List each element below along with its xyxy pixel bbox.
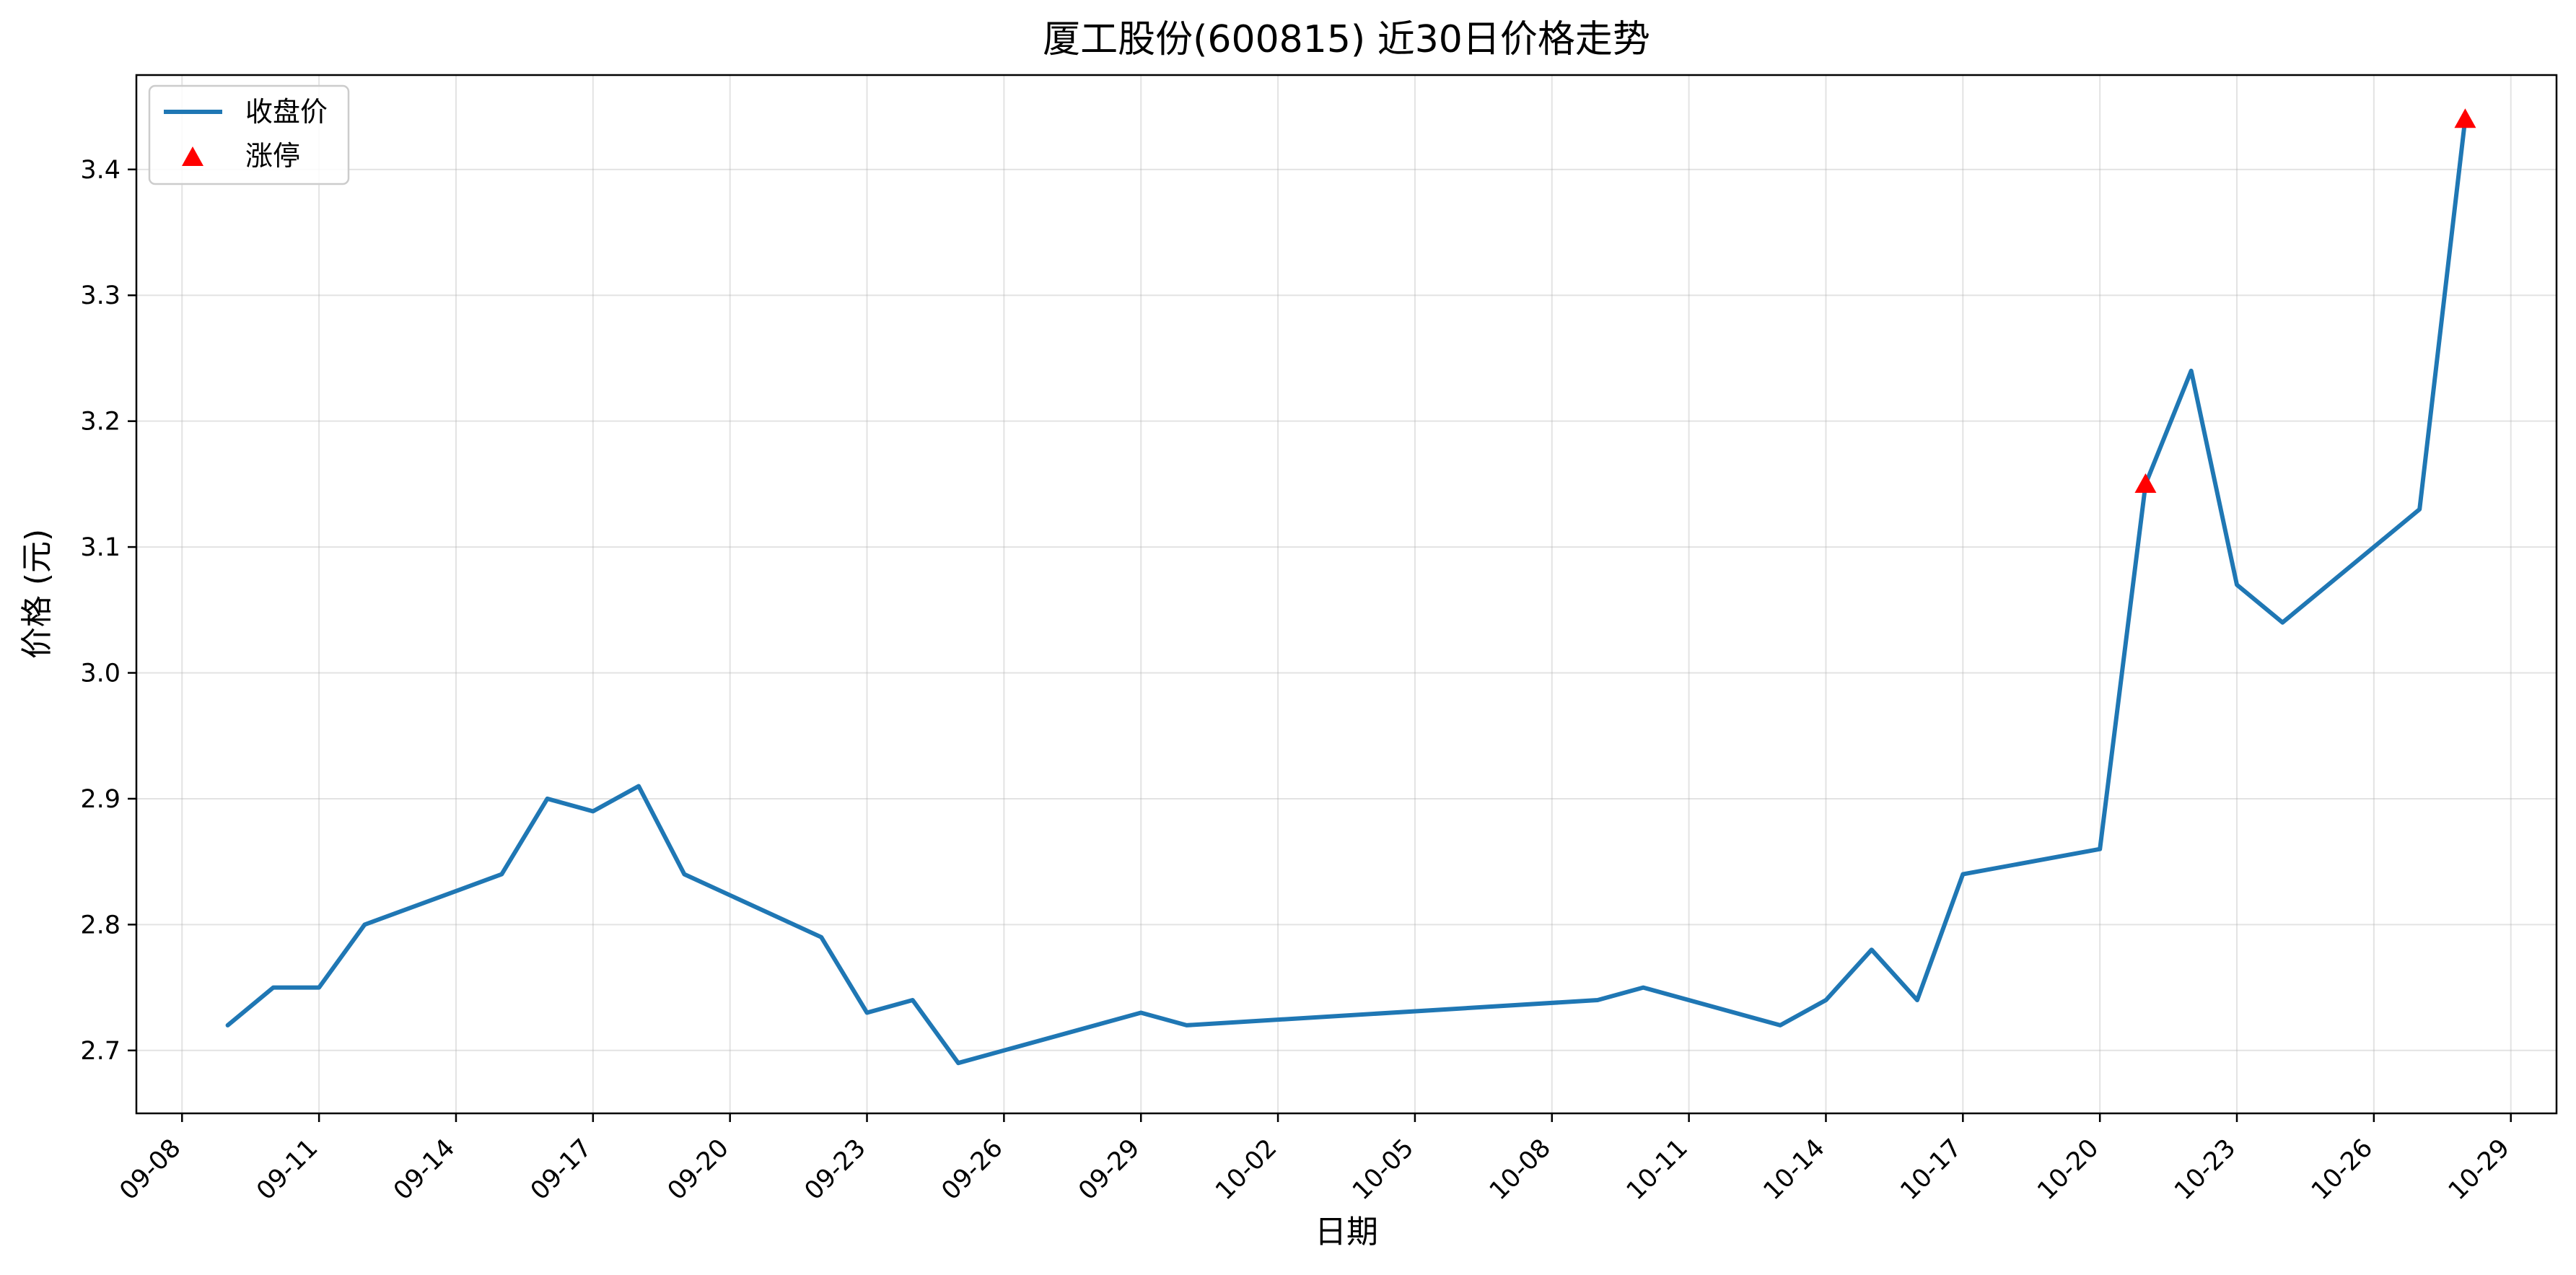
close-price-point bbox=[636, 784, 641, 788]
close-price-point bbox=[362, 922, 367, 926]
close-price-point bbox=[1139, 1010, 1143, 1015]
close-price-point bbox=[682, 872, 686, 877]
close-price-point bbox=[226, 1023, 230, 1028]
close-price-point bbox=[956, 1061, 960, 1065]
x-axis-label: 日期 bbox=[1315, 1214, 1378, 1250]
close-price-point bbox=[865, 1010, 869, 1015]
y-axis-label: 价格 (元) bbox=[19, 529, 56, 659]
close-price-point bbox=[1185, 1023, 1189, 1028]
grid-layer bbox=[136, 75, 2557, 1113]
close-price-line bbox=[225, 117, 2468, 1066]
y-tick-label: 3.2 bbox=[80, 408, 121, 437]
close-price-point bbox=[1870, 947, 1874, 952]
limit-up-marker bbox=[2454, 108, 2476, 128]
close-price-point bbox=[1595, 998, 1600, 1002]
y-tick-label: 3.0 bbox=[80, 660, 121, 688]
close-price-point bbox=[1778, 1023, 1782, 1028]
close-price-point bbox=[1961, 872, 1965, 877]
y-tick-label: 3.4 bbox=[80, 156, 121, 185]
close-price-point bbox=[2235, 582, 2239, 587]
legend-triangle-swatch bbox=[182, 146, 203, 166]
series-layer bbox=[225, 108, 2476, 1066]
close-price-point bbox=[2417, 507, 2422, 512]
plot-frame bbox=[135, 74, 2558, 1115]
close-price-point bbox=[2189, 369, 2194, 373]
close-price-point bbox=[2280, 621, 2284, 625]
y-tick-label: 3.1 bbox=[80, 533, 121, 562]
y-tick-label: 3.3 bbox=[80, 281, 121, 310]
limit-up-marker bbox=[2134, 473, 2157, 494]
legend-label-limit-up: 涨停 bbox=[245, 140, 300, 172]
chart-title: 厦工股份(600815) 近30日价格走势 bbox=[1043, 18, 1650, 61]
close-price-point bbox=[1823, 998, 1828, 1002]
close-price-point bbox=[2098, 847, 2102, 851]
close-price-point bbox=[499, 872, 504, 877]
close-price-point bbox=[1641, 986, 1645, 990]
close-price-point bbox=[591, 809, 595, 813]
close-price-point bbox=[271, 986, 276, 990]
close-price-point bbox=[546, 797, 550, 801]
close-price-point bbox=[819, 935, 823, 939]
close-price-point bbox=[317, 986, 321, 990]
y-tick-label: 2.9 bbox=[80, 785, 121, 814]
legend: 收盘价 涨停 bbox=[148, 84, 350, 185]
y-tick-label: 2.7 bbox=[80, 1037, 121, 1066]
close-price-point bbox=[911, 998, 915, 1002]
y-tick-label: 2.8 bbox=[80, 911, 121, 939]
legend-label-close-price: 收盘价 bbox=[245, 96, 328, 128]
close-price-point bbox=[1915, 998, 1919, 1002]
